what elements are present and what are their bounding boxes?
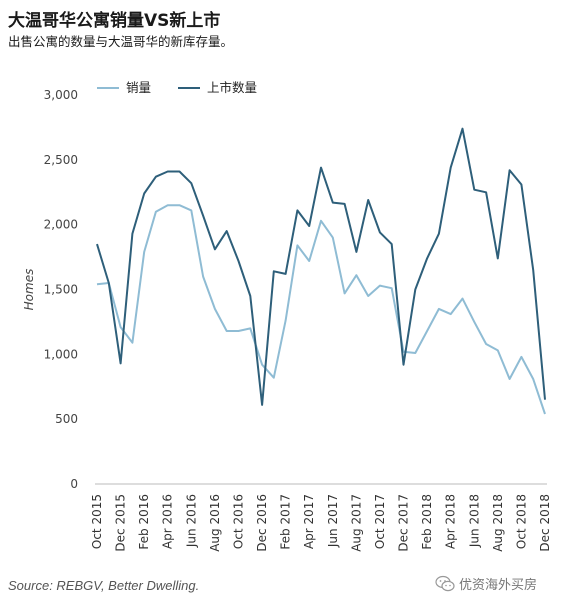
chart-title: 大温哥华公寓销量VS新上市 <box>8 11 221 31</box>
y-tick-label: 3,000 <box>44 88 78 102</box>
watermark-text: 优资海外买房 <box>459 578 538 593</box>
x-tick-label: Dec 2015 <box>114 494 128 552</box>
y-tick-label: 500 <box>55 412 78 426</box>
x-tick-label: Aug 2017 <box>349 494 363 552</box>
series-lines <box>96 127 546 415</box>
x-tick-label: Oct 2016 <box>231 494 245 549</box>
x-tick-label: Jun 2016 <box>184 494 198 548</box>
x-tick-label: Jun 2017 <box>326 494 340 548</box>
series-line-sales <box>96 204 546 415</box>
legend: 销量 上市数量 <box>97 80 257 95</box>
axes: 0 500 1,000 1,500 2,000 2,500 3,000 Homes Oct 20… <box>22 88 552 552</box>
y-tick-label: 0 <box>70 477 78 491</box>
x-tick-label: Dec 2018 <box>538 494 552 552</box>
x-tick-label: Oct 2018 <box>514 494 528 549</box>
chart-subtitle: 出售公寓的数量与大温哥华的新库存量。 <box>8 34 234 49</box>
x-tick-label: Apr 2016 <box>161 494 175 549</box>
y-tick-label: 2,000 <box>44 218 78 232</box>
source-note: Source: REBGV, Better Dwelling. <box>8 578 200 593</box>
x-tick-label: Oct 2015 <box>90 494 104 549</box>
x-tick-label: Apr 2017 <box>302 494 316 549</box>
y-tick-label: 2,500 <box>44 153 78 167</box>
x-tick-label: Feb 2018 <box>420 494 434 550</box>
series-line-listings <box>96 127 546 406</box>
wechat-logo-icon <box>435 575 455 591</box>
legend-label: 销量 <box>126 80 151 95</box>
watermark: 优资海外买房 <box>435 574 537 593</box>
x-tick-label: Dec 2016 <box>255 494 269 552</box>
x-tick-label: Apr 2018 <box>444 494 458 549</box>
y-tick-label: 1,500 <box>44 283 78 297</box>
y-axis-label: Homes <box>22 269 36 311</box>
legend-label: 上市数量 <box>207 80 257 95</box>
x-tick-label: Aug 2016 <box>208 494 222 552</box>
y-tick-label: 1,000 <box>44 347 78 361</box>
x-tick-label: Feb 2017 <box>279 494 293 550</box>
x-tick-label: Jun 2018 <box>467 494 481 548</box>
x-tick-label: Oct 2017 <box>373 494 387 549</box>
x-tick-label: Feb 2016 <box>137 494 151 550</box>
x-tick-label: Aug 2018 <box>491 494 505 552</box>
x-tick-label: Dec 2017 <box>397 494 411 552</box>
